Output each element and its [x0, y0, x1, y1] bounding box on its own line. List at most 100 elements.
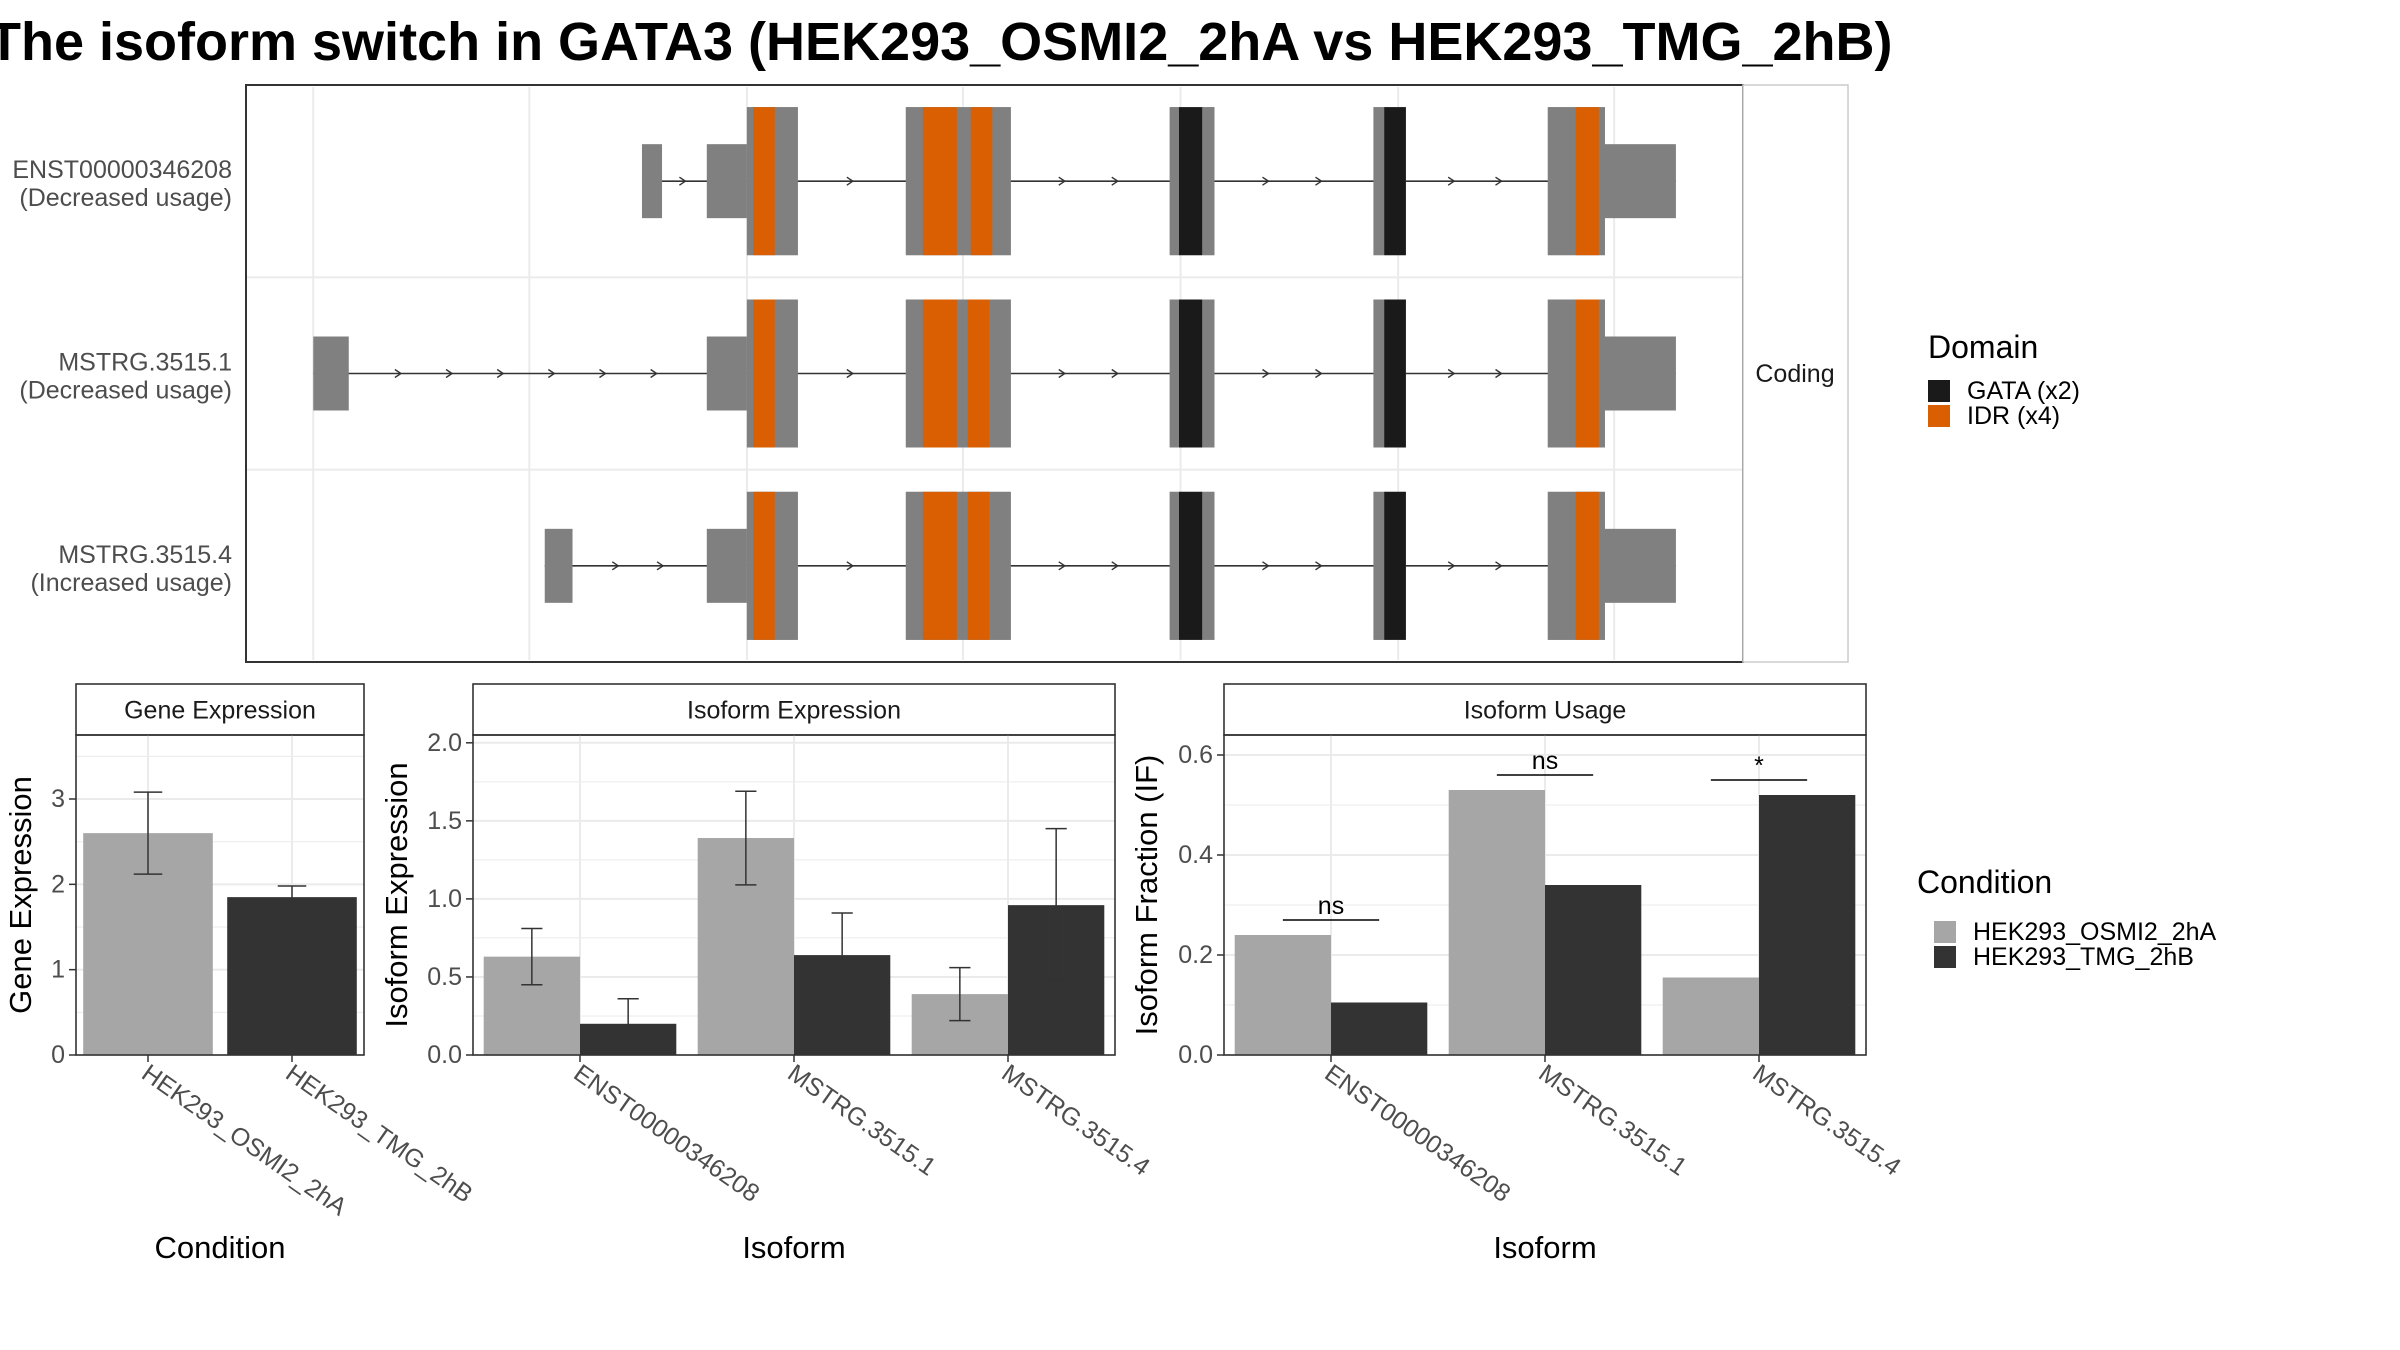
gata-domain [1179, 299, 1203, 448]
gata-domain [1384, 107, 1406, 256]
y-tick-label: 0.0 [1178, 1041, 1213, 1069]
isoform-usage-panel: Isoform Usage ns ns * 0.0 0.2 0.4 0.6 ENST000003… [1129, 683, 1906, 1265]
x-tick-label: MSTRG.3515.4 [997, 1059, 1155, 1182]
intron-arrow [656, 561, 665, 571]
intron-arrow [1111, 561, 1120, 571]
y-tick-label: 0.0 [427, 1041, 462, 1069]
idr-domain [1575, 299, 1599, 448]
transcript-name: MSTRG.3515.1 [58, 349, 232, 377]
intron-arrow [1447, 176, 1456, 186]
idr-domain [753, 491, 775, 640]
transcript-track [313, 299, 1676, 448]
utr-segment [1604, 528, 1676, 603]
bar [1448, 790, 1545, 1055]
condition-legend-label: HEK293_TMG_2hB [1973, 943, 2194, 971]
transcript-name: MSTRG.3515.4 [58, 541, 232, 569]
domain-legend: Domain GATA (x2)IDR (x4) [1928, 329, 2080, 430]
intron-arrow [1315, 561, 1323, 571]
significance-label: ns [1532, 747, 1558, 775]
idr-domain [922, 491, 957, 640]
x-tick-label: MSTRG.3515.1 [1534, 1059, 1692, 1182]
intron-arrow [394, 368, 403, 379]
y-tick-label: 0.4 [1178, 841, 1213, 869]
x-axis-title: Isoform [742, 1230, 845, 1265]
transcript-name: ENST00000346208 [12, 156, 232, 184]
intron-arrow [1262, 368, 1270, 379]
intron-arrow [1058, 368, 1067, 379]
intron-arrow [846, 561, 855, 571]
panel-strip-label: Isoform Expression [687, 697, 901, 725]
bar [1759, 795, 1856, 1055]
panel-frame [75, 734, 365, 1056]
gata-domain [1179, 107, 1203, 256]
idr-domain [967, 491, 990, 640]
utr-segment [706, 528, 747, 603]
utr-segment [1604, 144, 1676, 219]
y-tick-label: 0.2 [1178, 941, 1213, 969]
domain-legend-title: Domain [1928, 329, 2038, 365]
bar [1234, 935, 1331, 1055]
bar [227, 897, 357, 1055]
intron-arrow [547, 368, 556, 379]
idr-domain [753, 299, 775, 448]
y-axis-title: Isoform Fraction (IF) [1129, 755, 1164, 1036]
y-axis-title: Gene Expression [3, 776, 38, 1014]
coding-strip [1742, 84, 1849, 663]
x-axis-title: Isoform [1493, 1230, 1596, 1265]
idr-domain [922, 107, 957, 256]
idr-domain [970, 107, 993, 256]
intron-arrow [1495, 561, 1503, 571]
domain-legend-items: GATA (x2)IDR (x4) [1928, 377, 2080, 430]
utr-exon [641, 144, 663, 219]
intron-arrow [1262, 176, 1270, 186]
structure-transcripts [313, 107, 1676, 640]
intron-arrow [1315, 176, 1323, 186]
significance-label: ns [1318, 892, 1344, 920]
condition-legend-swatch [1934, 946, 1956, 968]
y-axis-title: Isoform Expression [379, 762, 414, 1027]
cds-exon [905, 491, 1011, 640]
gata-domain [1179, 491, 1203, 640]
panel-strip [1223, 683, 1867, 736]
structure-panel: Coding ENST00000346208(Decreased usage)M… [12, 84, 1849, 663]
transcript-track [641, 107, 1676, 256]
transcript-usage: (Increased usage) [30, 569, 232, 597]
y-tick-label: 0.5 [427, 963, 462, 991]
condition-legend-label: HEK293_OSMI2_2hA [1973, 918, 2217, 946]
y-tick-label: 0.6 [1178, 741, 1213, 769]
condition-legend-swatch [1934, 921, 1956, 943]
coding-strip-label: Coding [1755, 360, 1834, 388]
intron-arrow [1262, 561, 1270, 571]
condition-legend-title: Condition [1917, 864, 2052, 900]
y-tick-label: 1.0 [427, 885, 462, 913]
utr-exon [313, 336, 349, 411]
intron-arrow [1315, 368, 1323, 379]
bar [1545, 885, 1642, 1055]
idr-domain [1575, 491, 1599, 640]
intron-arrow [1111, 368, 1120, 379]
isoform-expression-panel: Isoform Expression 0.0 0.5 1.0 1.5 2.0 ENST000… [379, 683, 1155, 1265]
gata-domain [1384, 299, 1406, 448]
utr-segment [706, 144, 747, 219]
x-tick-label: ENST00000346208 [569, 1059, 765, 1208]
domain-legend-label: GATA (x2) [1967, 377, 2080, 405]
bar [1662, 977, 1759, 1055]
intron-arrow [679, 176, 687, 186]
panel-strip-label: Gene Expression [124, 697, 316, 725]
intron-arrow [1111, 176, 1120, 186]
intron-arrow [1495, 176, 1503, 186]
panel-strip-label: Isoform Usage [1464, 697, 1627, 725]
idr-domain [753, 107, 775, 256]
intron-arrow [445, 368, 454, 379]
chart-title: The isoform switch in GATA3 (HEK293_OSMI… [0, 12, 1892, 72]
intron-arrow [846, 176, 855, 186]
transcript-usage: (Decreased usage) [19, 377, 232, 405]
transcript-labels: ENST00000346208(Decreased usage)MSTRG.35… [12, 156, 232, 597]
intron-arrow [1058, 176, 1067, 186]
domain-legend-swatch [1928, 380, 1950, 402]
y-tick-label: 2 [51, 870, 65, 898]
intron-arrow [650, 368, 658, 379]
